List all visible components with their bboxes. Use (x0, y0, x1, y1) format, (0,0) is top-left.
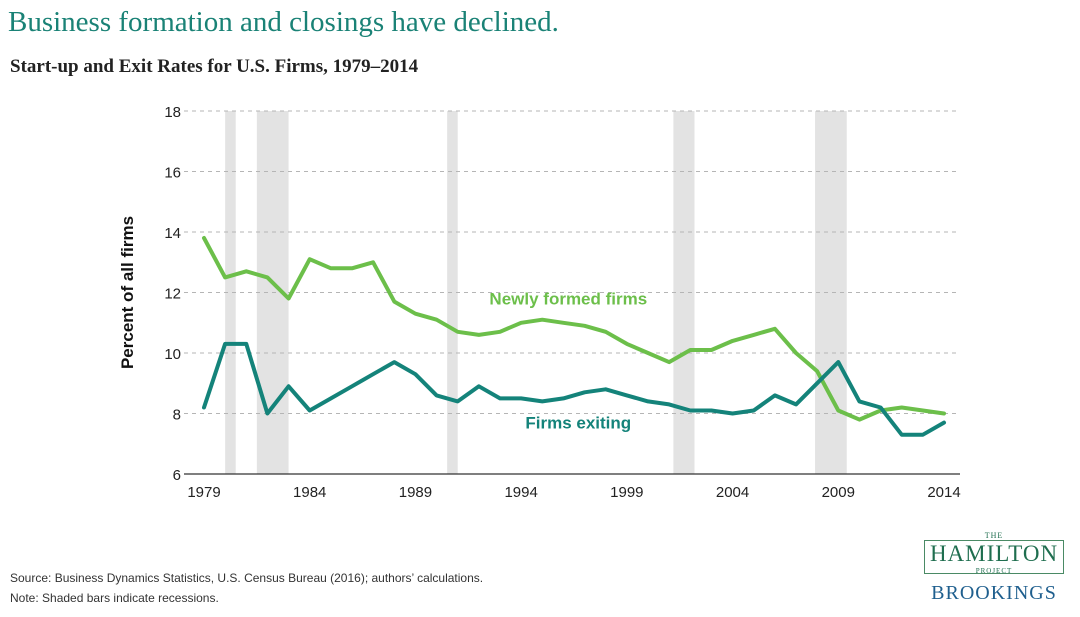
recession-bar-1 (225, 111, 236, 474)
x-tick-label: 1984 (293, 484, 326, 501)
x-tick-label: 2004 (716, 484, 749, 501)
series-line-firms-exiting (202, 341, 946, 437)
logo-hamilton: HAMILTON (929, 541, 1059, 566)
y-tick-label: 8 (173, 407, 181, 424)
y-tick-label: 12 (164, 286, 181, 303)
x-tick-label: 2009 (822, 484, 855, 501)
x-tick-label: 1994 (504, 484, 537, 501)
logo-brookings: BROOKINGS (931, 582, 1057, 604)
chart: 6 8 10 12 14 16 18 1979 1984 1989 1994 1999 2004 200… (118, 104, 961, 501)
y-tick-label: 16 (164, 165, 181, 182)
y-tick-label: 18 (164, 104, 181, 121)
series-annotations: Newly formed firms Firms exiting (489, 290, 647, 433)
logo-frame (924, 540, 1064, 574)
source-note: Source: Business Dynamics Statistics, U.… (10, 571, 484, 585)
grid-lines (184, 110, 960, 414)
hamilton-brookings-logo: THE HAMILTON PROJECT BROOKINGS (918, 530, 1070, 606)
x-tick-labels: 1979 1984 1989 1994 1999 2004 2009 2014 (187, 484, 960, 501)
y-tick-label: 6 (173, 467, 181, 484)
logo-the: THE (984, 531, 1004, 540)
x-tick-label: 2014 (927, 484, 960, 501)
logo-project: PROJECT (975, 567, 1013, 575)
series-lines (202, 236, 946, 437)
y-tick-label: 10 (164, 346, 181, 363)
y-axis-label: Percent of all firms (118, 216, 137, 369)
y-tick-label: 14 (164, 225, 181, 242)
recession-bar-3 (447, 111, 458, 474)
headline: Business formation and closings have dec… (8, 6, 559, 38)
annotation-newly-formed-firms: Newly formed firms (489, 290, 647, 309)
chart-title: Start-up and Exit Rates for U.S. Firms, … (10, 56, 419, 77)
y-tick-labels: 6 8 10 12 14 16 18 (164, 104, 181, 484)
x-tick-label: 1989 (399, 484, 432, 501)
recession-note: Note: Shaded bars indicate recessions. (10, 591, 219, 605)
x-tick-label: 1999 (610, 484, 643, 501)
x-tick-label: 1979 (187, 484, 220, 501)
annotation-firms-exiting: Firms exiting (525, 414, 631, 433)
